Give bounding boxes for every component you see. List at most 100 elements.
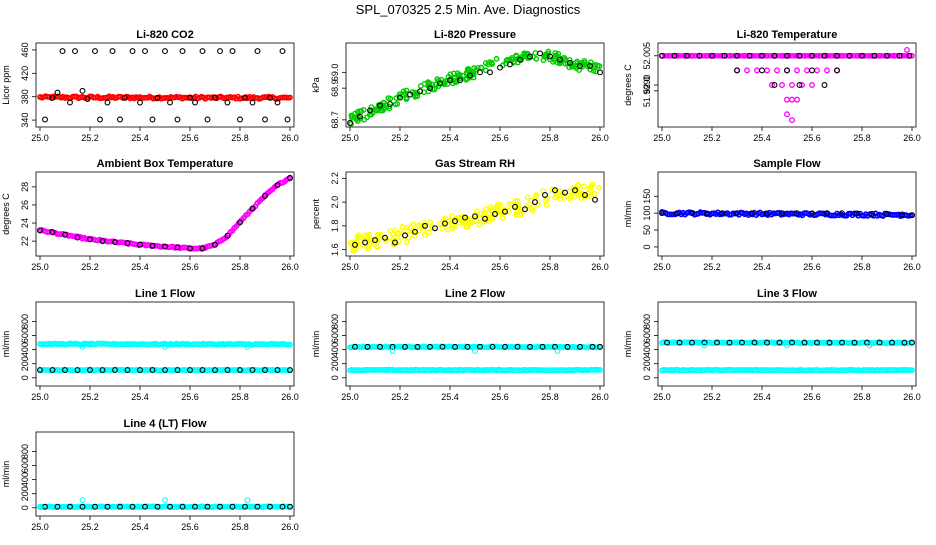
line1-point [287,341,293,348]
line2-point [464,343,471,350]
temperature-point [756,52,763,59]
pressure-point [367,107,373,114]
pressure-point [532,50,539,56]
ambient-point [224,232,231,239]
co2-point [49,94,56,101]
rh-point [572,187,578,194]
rh-point [578,194,585,201]
temperature-point [909,52,915,59]
co2-point [224,99,231,106]
temperature-point [853,52,860,59]
pressure-point [487,69,493,76]
pressure-point [497,64,503,71]
line2-point [377,343,383,350]
rh-point [543,201,550,208]
rh-point [467,217,474,224]
co2-point [84,96,91,102]
sample-title: Sample Flow [753,158,821,170]
temperature-point [781,52,788,59]
co2-point [237,116,243,123]
pressure-point [348,120,354,127]
temperature-point [784,96,790,103]
rh-point [382,238,389,245]
sample-point [779,210,785,217]
line4-ytick-label: 400 [20,472,30,487]
temperature-point [784,67,790,74]
ambient-point [62,231,68,238]
sample-series-group [659,209,915,219]
line4-xtick-label: 25.4 [131,522,149,532]
line1-point [224,367,231,373]
sample-point [854,210,860,217]
co2-point [174,116,181,123]
pressure-chart: Li-820 Pressure kPa 25.0 25.2 25.4 25.6 25.8 26… [311,29,609,143]
pressure-xtick-label: 25.6 [491,133,509,143]
pressure-title: Li-820 Pressure [434,29,516,41]
pressure-point [493,55,500,62]
co2-point [192,99,198,106]
co2-point [104,99,111,106]
rh-point [587,183,593,190]
line4-point [92,503,98,510]
temperature-point [711,52,718,59]
co2-series-group [37,48,293,123]
pressure-point [425,80,432,87]
co2-xtick-label: 25.2 [81,133,99,143]
line2-xtick-label: 25.0 [341,392,359,402]
line2-ylabel: ml/min [311,331,321,358]
pressure-point [403,94,410,101]
line3-point [851,339,858,346]
pressure-point [450,77,457,84]
line3-point [676,339,683,346]
ambient-point [237,219,243,226]
rh-point [463,223,469,230]
ambient-ylabel: degrees C [1,193,11,235]
line1-xtick-label: 25.2 [81,392,99,402]
line2-point [577,343,583,350]
rh-point [486,210,492,217]
temperature-point [764,52,771,59]
co2-point [254,48,261,55]
temperature-point [779,82,785,88]
pressure-point [552,50,559,56]
line2-ytick-label: 400 [330,342,340,357]
line2-point [554,348,561,354]
ambient-xtick-label: 25.4 [131,262,149,272]
rh-point [514,197,521,204]
sample-point [824,210,830,217]
temperature-point [731,52,738,59]
co2-point [274,99,281,106]
temperature-point [784,111,790,118]
temperature-point [903,52,910,59]
line2-point [514,343,521,350]
temperature-point [878,52,885,59]
rh-point [561,194,568,201]
rh-ytick-label: 1.6 [330,243,340,256]
line2-point [414,343,421,350]
temperature-point [789,117,795,124]
line1-point [37,367,43,373]
temperature-point [753,52,760,59]
temperature-xtick-label: 25.8 [853,133,871,143]
line3-ytick-label: 800 [642,314,652,329]
rh-point [476,221,483,228]
co2-point [187,94,193,101]
temperature-xtick-label: 25.4 [753,133,771,143]
temperature-point [684,52,690,59]
temperature-chart: Li-820 Temperature degrees C 25.0 25.2 25.4 2… [623,29,921,143]
line2-point [489,343,496,350]
figure-title: SPL_070325 2.5 Min. Ave. Diagnostics [355,2,581,17]
sample-xtick-label: 25.8 [853,262,871,272]
line4-point [54,503,61,510]
pressure-ylabel: kPa [311,77,321,93]
line1-point [199,367,206,373]
pressure-point [397,94,403,101]
sample-plot-frame [657,171,917,257]
pressure-point [587,59,594,66]
co2-ytick-label: 340 [20,113,30,128]
temperature-point [834,67,840,74]
temperature-point [881,52,888,59]
line3-point [739,339,745,346]
temperature-point [834,52,840,59]
temperature-point [796,82,803,88]
